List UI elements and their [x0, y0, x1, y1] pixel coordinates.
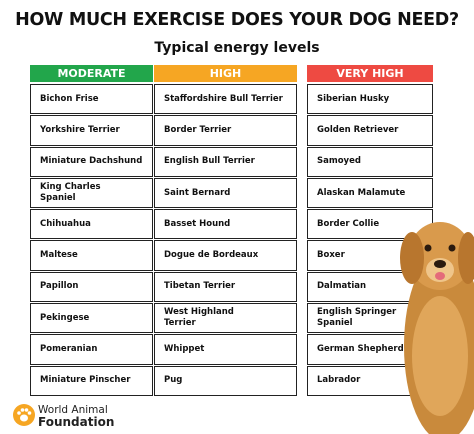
breed-cell: King Charles Spaniel	[30, 177, 153, 209]
breed-cell: Whippet	[154, 334, 297, 365]
breed-cell: Pomeranian	[30, 334, 153, 365]
column-header: MODERATE	[30, 65, 153, 82]
breed-cell: Golden Retriever	[307, 115, 433, 146]
breed-cell: Saint Bernard	[154, 177, 297, 209]
brand-line1: World Animal	[38, 404, 108, 416]
breed-cell: Papillon	[30, 271, 153, 303]
breed-cell: Alaskan Malamute	[307, 177, 433, 209]
breed-cell: English Bull Terrier	[154, 146, 297, 177]
breed-cell: Samoyed	[307, 146, 433, 177]
brand-line2: Foundation	[38, 415, 115, 429]
column: MODERATE Bichon Frise Yorkshire Terrier Min…	[30, 65, 153, 396]
logo-icon	[13, 404, 35, 426]
title: HOW MUCH EXERCISE DOES YOUR DOG NEED?	[15, 10, 459, 30]
breed-cell: Border Terrier	[154, 115, 297, 146]
breed-cell: Basset Hound	[154, 209, 297, 240]
dog-illustration	[400, 222, 474, 434]
breed-cell: Maltese	[30, 240, 153, 271]
breed-cell: Dogue de Bordeaux	[154, 240, 297, 271]
breed-cell: Staffordshire Bull Terrier	[154, 84, 297, 115]
column-header: VERY HIGH	[307, 65, 433, 82]
breed-cell: Yorkshire Terrier	[30, 115, 153, 146]
breed-cell: Bichon Frise	[30, 84, 153, 115]
breed-cell: Miniature Dachshund	[30, 146, 153, 177]
breed-cell: Tibetan Terrier	[154, 271, 297, 303]
breed-cell: Miniature Pinscher	[30, 365, 153, 396]
subtitle: Typical energy levels	[154, 40, 320, 56]
breed-cell: Pekingese	[30, 303, 153, 334]
column-cells: Staffordshire Bull Terrier Border Terrier…	[154, 84, 297, 396]
brand: World Animal Foundation	[38, 404, 114, 429]
column-cells: Bichon Frise Yorkshire Terrier Miniature D…	[30, 84, 153, 396]
column: HIGH Staffordshire Bull Terrier Border Ter…	[154, 65, 297, 396]
breed-cell: Siberian Husky	[307, 84, 433, 115]
breed-cell: Pug	[154, 365, 297, 396]
column-header: HIGH	[154, 65, 297, 82]
breed-cell: Chihuahua	[30, 209, 153, 240]
breed-cell: West Highland Terrier	[154, 303, 297, 334]
